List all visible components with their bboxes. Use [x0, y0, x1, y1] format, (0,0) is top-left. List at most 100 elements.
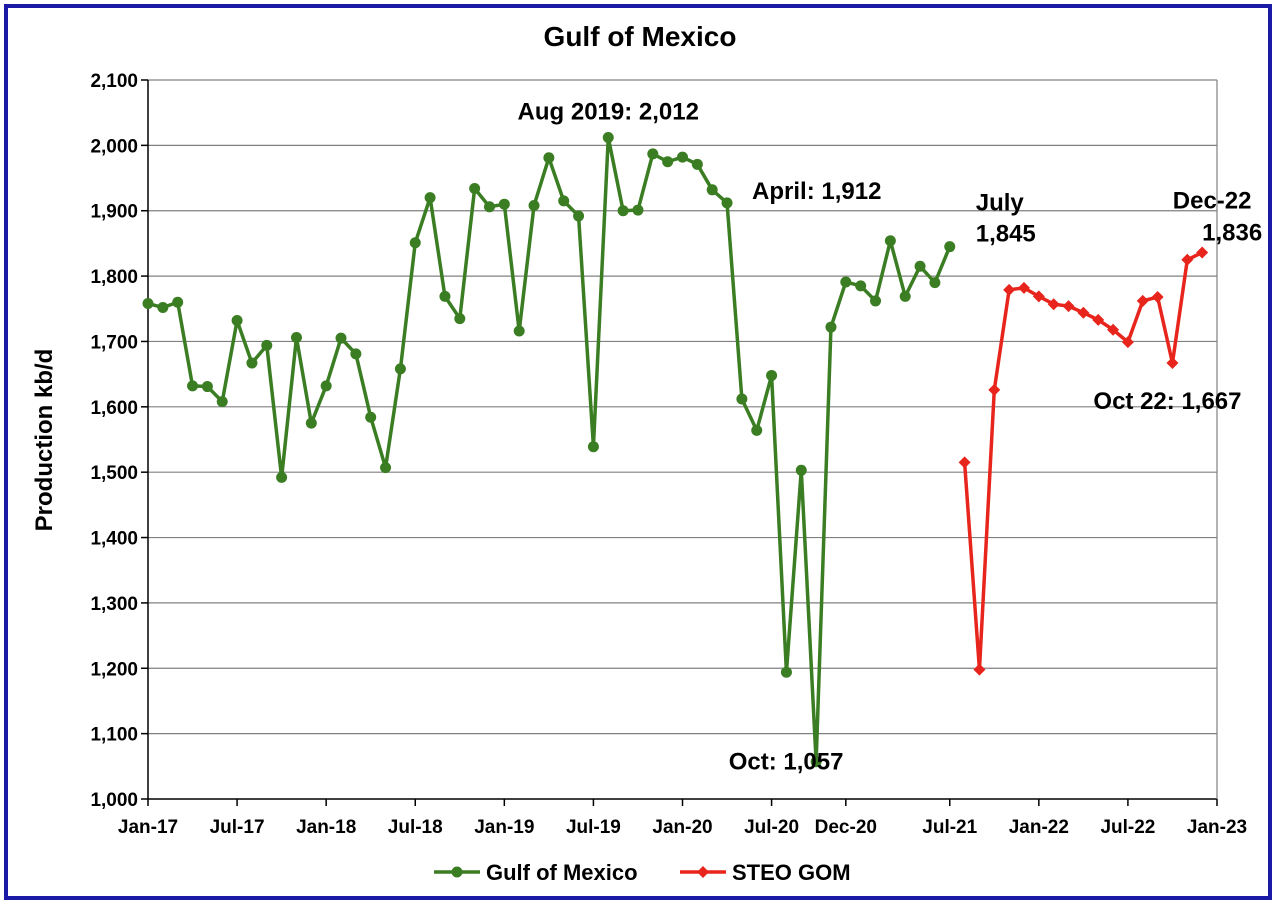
x-tick-label: Jul-22: [1100, 817, 1155, 838]
gulf-of-mexico-point: [780, 666, 792, 678]
y-tick-label: 1,000: [90, 790, 138, 811]
gulf-of-mexico-point: [409, 237, 421, 249]
y-tick-label: 2,100: [90, 71, 138, 92]
data-annotation: 1,845: [976, 221, 1036, 248]
gulf-of-mexico-point: [469, 183, 481, 195]
gulf-of-mexico-point: [157, 301, 169, 313]
gulf-of-mexico-point: [721, 197, 733, 209]
gulf-of-mexico-point: [766, 369, 778, 381]
gulf-of-mexico-point: [276, 471, 288, 483]
steo-gom-point: [1151, 291, 1164, 304]
annotations: Aug 2019: 2,012 April: 1,912 July 1,845 Oct:…: [518, 99, 1263, 776]
x-tick-label: Jan-23: [1187, 817, 1247, 838]
gridlines: [141, 79, 1217, 800]
gulf-of-mexico-point: [380, 462, 392, 474]
gulf-of-mexico-point: [573, 210, 585, 222]
steo-gom-point: [1047, 298, 1060, 311]
gulf-of-mexico-point: [632, 204, 644, 216]
steo-gom-point: [988, 383, 1001, 396]
legend-label-steo-gom: STEO GOM: [732, 860, 851, 885]
gulf-of-mexico-point: [320, 380, 332, 392]
gulf-of-mexico-point: [365, 411, 377, 423]
gulf-of-mexico-point: [513, 325, 525, 337]
steo-gom-point: [1136, 294, 1149, 307]
steo-gom-point: [1032, 290, 1045, 303]
gulf-of-mexico-point: [142, 298, 154, 310]
gulf-of-mexico-point: [899, 290, 911, 302]
y-tick-label: 1,500: [90, 463, 138, 484]
data-annotation: July: [976, 190, 1025, 217]
gulf-of-mexico-point: [914, 260, 926, 272]
x-tick-label: Jul-18: [388, 817, 443, 838]
x-tick-label: Jan-20: [652, 817, 712, 838]
gulf-of-mexico-point: [187, 380, 199, 392]
steo-gom-point: [973, 663, 986, 676]
legend-label-gulf-of-mexico: Gulf of Mexico: [486, 860, 638, 885]
gulf-of-mexico-point: [736, 393, 748, 405]
x-tick-label: Jul-20: [744, 817, 799, 838]
steo-gom-point: [1181, 253, 1194, 266]
y-tick-label: 1,400: [90, 529, 138, 550]
steo-gom-point: [1077, 306, 1090, 319]
gulf-of-mexico-point: [855, 280, 867, 292]
legend: Gulf of Mexico STEO GOM: [434, 860, 851, 885]
steo-gom-point: [1017, 281, 1030, 294]
steo-gom-point: [1166, 357, 1179, 370]
gulf-of-mexico-point: [587, 441, 599, 453]
y-axis-label: Production kb/d: [31, 349, 58, 532]
steo-gom-point: [1092, 313, 1105, 326]
gulf-of-mexico-point: [424, 192, 436, 204]
gulf-of-mexico-point: [201, 381, 213, 393]
gulf-of-mexico-point: [706, 184, 718, 196]
gulf-of-mexico-point: [751, 424, 763, 436]
steo-gom-point: [958, 456, 971, 469]
y-tick-label: 2,000: [90, 136, 138, 157]
gulf-of-mexico-point: [350, 348, 362, 360]
gulf-of-mexico-point: [528, 199, 540, 211]
y-tick-label: 1,300: [90, 594, 138, 615]
gulf-of-mexico-point: [172, 296, 184, 308]
steo-gom-point: [1121, 336, 1134, 349]
gulf-of-mexico-point: [840, 276, 852, 288]
x-tick-label: Jan-17: [118, 817, 178, 838]
gulf-of-mexico-point: [498, 198, 510, 210]
data-annotation: Oct 22: 1,667: [1093, 388, 1241, 415]
gulf-of-mexico-point: [884, 235, 896, 247]
y-tick-label: 1,100: [90, 725, 138, 746]
gulf-of-mexico-point: [558, 195, 570, 207]
gulf-of-mexico-point: [691, 158, 703, 170]
steo-gom-point: [1107, 323, 1120, 336]
gulf-of-mexico-point: [810, 756, 822, 768]
y-tick-labels: 1,000 1,100 1,200 1,300 1,400 1,500 1,600 1,700…: [90, 71, 138, 811]
gulf-of-mexico-point: [246, 357, 258, 369]
x-tick-label: Jul-19: [566, 817, 621, 838]
chart-frame: [4, 4, 1272, 900]
steo-gom-point: [1003, 283, 1016, 296]
gulf-of-mexico-point: [231, 315, 243, 327]
chart-title: Gulf of Mexico: [544, 21, 737, 52]
legend-marker-steo-gom: [697, 866, 709, 878]
y-tick-label: 1,200: [90, 659, 138, 680]
data-annotation: Aug 2019: 2,012: [518, 99, 699, 126]
data-annotation: Oct: 1,057: [729, 749, 844, 776]
data-annotation: 1,836: [1202, 220, 1262, 247]
gulf-of-mexico-point: [825, 321, 837, 333]
legend-marker-gulf-of-mexico: [451, 866, 463, 878]
gulf-of-mexico-point: [543, 152, 555, 164]
x-tick-label: Jan-19: [474, 817, 534, 838]
gulf-of-mexico-point: [677, 151, 688, 163]
data-annotation: Dec-22: [1173, 188, 1252, 215]
steo-gom-point: [1196, 246, 1209, 259]
gulf-of-mexico-point: [216, 396, 228, 408]
gulf-of-mexico-point: [602, 132, 614, 144]
y-tick-label: 1,900: [90, 202, 138, 223]
gulf-of-mexico-point: [335, 332, 347, 344]
x-tick-label: Jan-22: [1009, 817, 1069, 838]
x-tick-labels: Jan-17 Jul-17 Jan-18 Jul-18 Jan-19 Jul-19 Jan-…: [118, 799, 1247, 838]
y-tick-label: 1,800: [90, 267, 138, 288]
y-tick-label: 1,600: [90, 398, 138, 419]
gulf-of-mexico-point: [929, 277, 941, 289]
steo-gom-point: [1062, 300, 1075, 313]
gulf-of-mexico-point: [454, 313, 466, 325]
